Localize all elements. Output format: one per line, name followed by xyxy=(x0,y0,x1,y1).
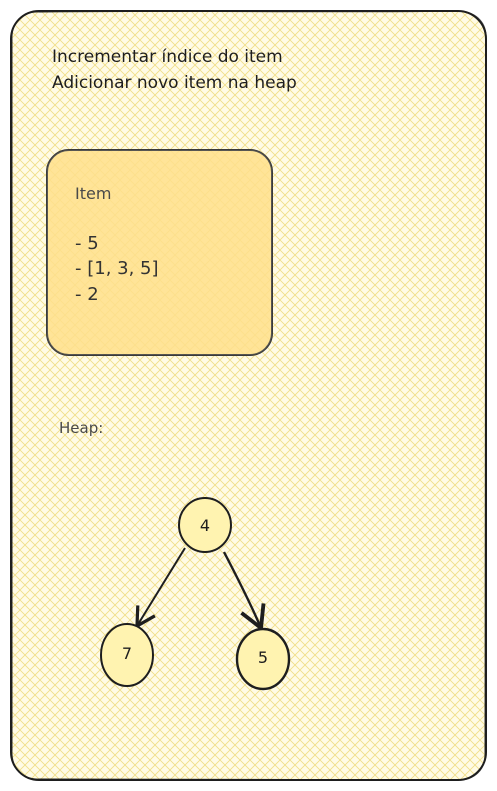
note-line-1: Incrementar índice do item xyxy=(52,47,283,67)
edge-root-left xyxy=(135,547,186,629)
item-card-hatch xyxy=(47,150,272,355)
heap-node-right-label: 5 xyxy=(257,648,269,667)
background-frame-sketch xyxy=(11,10,487,781)
heap-node-left-label: 7 xyxy=(121,644,133,663)
item-card-line: - [1, 3, 5] xyxy=(75,258,159,279)
edge-root-right xyxy=(222,551,266,632)
heap-node-root xyxy=(178,497,232,553)
heap-node-right xyxy=(235,627,291,691)
heap-node-left xyxy=(100,623,154,687)
item-card-line: - 5 xyxy=(75,233,99,254)
item-card-title: Item xyxy=(75,184,112,203)
heap-label: Heap: xyxy=(59,419,104,437)
heap-node-root-label: 4 xyxy=(199,516,211,535)
item-card-line: - 2 xyxy=(75,284,99,305)
note-line-2: Adicionar novo item na heap xyxy=(52,73,297,93)
